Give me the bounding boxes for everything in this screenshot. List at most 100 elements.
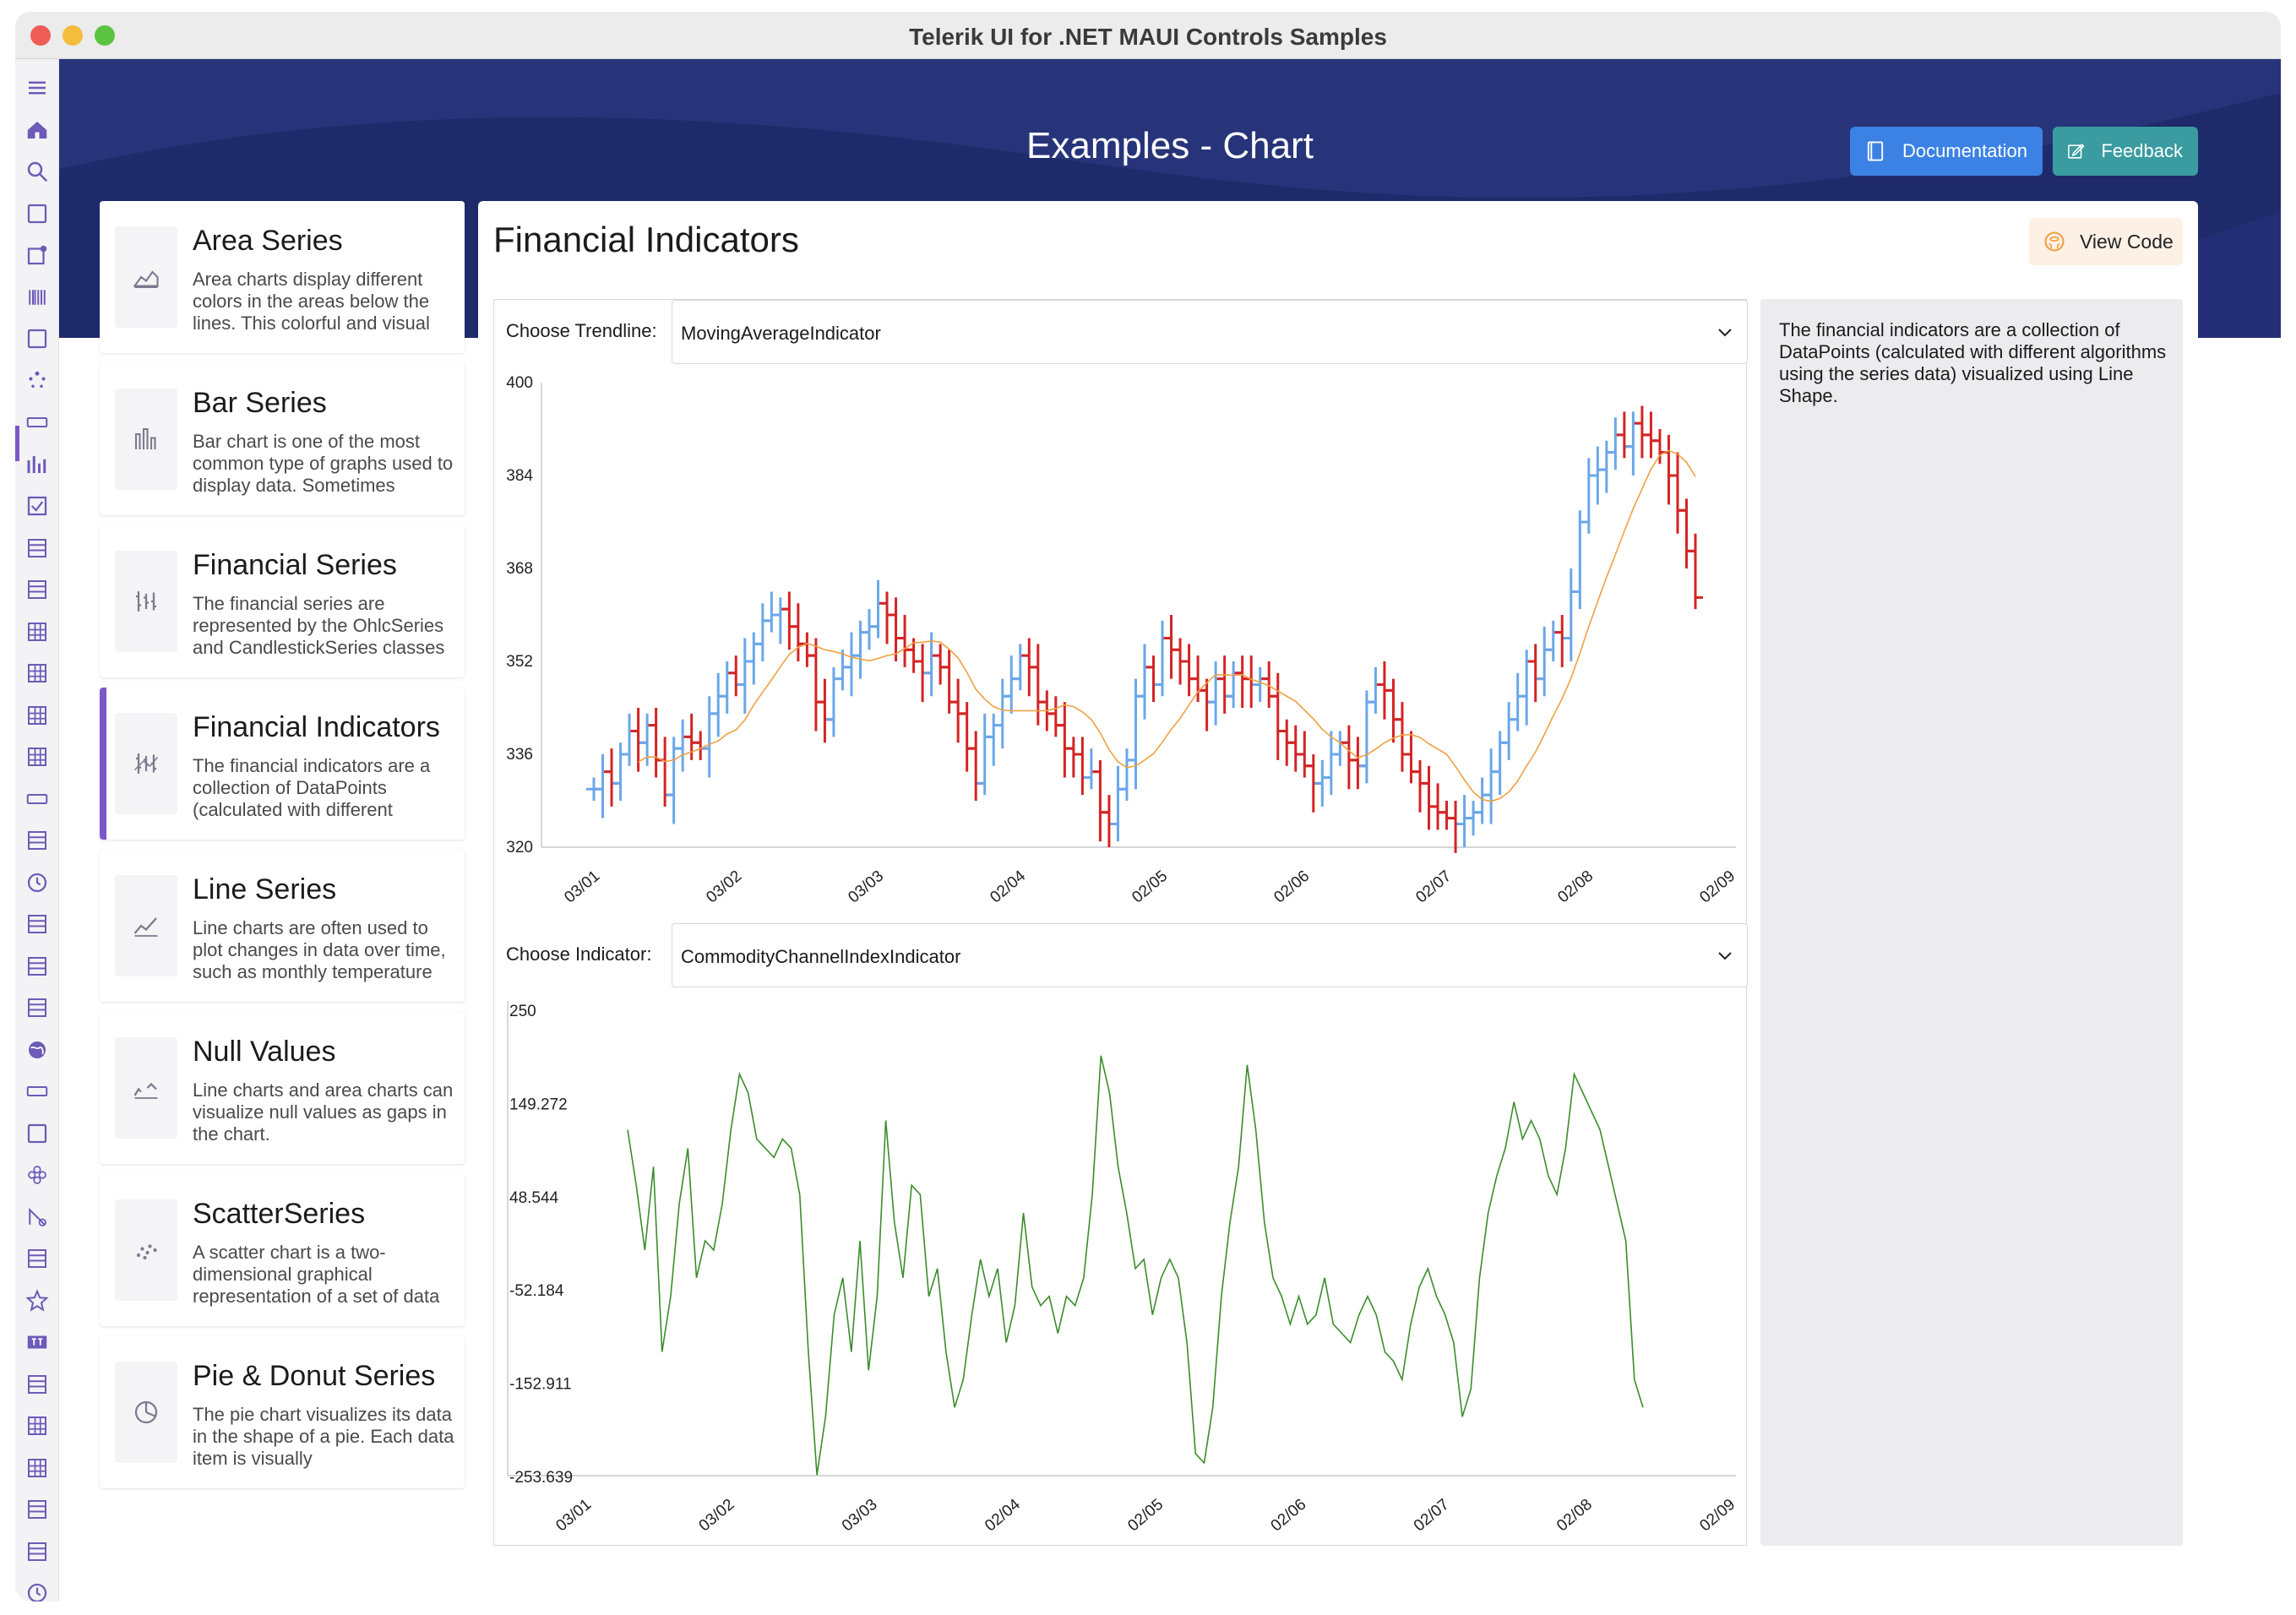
scheduler-icon[interactable] — [24, 1329, 51, 1356]
book-icon — [1867, 141, 1884, 161]
badge-view-icon[interactable] — [24, 242, 51, 269]
ohlc-bar — [1226, 661, 1242, 708]
example-thumb — [115, 875, 177, 976]
ohlc-bar — [1651, 429, 1668, 465]
numeric-input-icon[interactable] — [24, 1078, 51, 1105]
ohlc-bar — [1403, 731, 1419, 784]
combobox-icon[interactable] — [24, 576, 51, 603]
example-item-financial-indicators[interactable]: Financial Indicators The financial indica… — [100, 688, 465, 840]
datagrid-icon[interactable] — [24, 618, 51, 645]
example-item-bar-series[interactable]: Bar Series Bar chart is one of the most c… — [100, 363, 465, 515]
example-thumb — [115, 226, 177, 328]
example-item-financial-series[interactable]: Financial Series The financial series are… — [100, 525, 465, 677]
example-item-area-series[interactable]: Area Series Area charts display different… — [100, 201, 465, 353]
example-item-line-series[interactable]: Line Series Line charts are often used to… — [100, 850, 465, 1002]
ohlc-bar — [1092, 759, 1108, 842]
indicators-icon — [133, 753, 159, 774]
gauge-icon[interactable] — [24, 869, 51, 896]
ohlc-bar — [1412, 759, 1428, 813]
y-tick-label: 149.272 — [509, 1096, 568, 1113]
list-picker-icon[interactable] — [24, 911, 51, 938]
app-window: Examples - Chart Documentation Feedback … — [15, 59, 2281, 1601]
button-icon[interactable] — [24, 409, 51, 436]
dock-layout-icon[interactable] — [24, 743, 51, 770]
datetime-picker-icon[interactable] — [24, 702, 51, 729]
x-tick-label: 02/07 — [1411, 1496, 1453, 1536]
close-window-button[interactable] — [30, 25, 51, 46]
ohlc-bar — [1572, 510, 1588, 610]
map-icon[interactable] — [24, 1036, 51, 1063]
popup-icon[interactable] — [24, 1204, 51, 1231]
example-item-pie-donut-series[interactable]: Pie & Donut Series The pie chart visualiz… — [100, 1336, 465, 1488]
example-item-title: Financial Indicators — [193, 711, 440, 743]
expander-icon[interactable] — [24, 827, 51, 854]
window-titlebar: Telerik UI for .NET MAUI Controls Sample… — [15, 12, 2281, 59]
y-tick-label: 352 — [506, 653, 533, 671]
slideview-icon[interactable] — [24, 1371, 51, 1398]
ohlc-bar — [666, 737, 682, 824]
indicator-select[interactable]: CommodityChannelIndexIndicator — [672, 923, 1748, 987]
ohlc-bar — [852, 620, 868, 679]
collection-view-icon[interactable] — [24, 535, 51, 562]
feedback-button[interactable]: Feedback — [2053, 127, 2198, 176]
ohlc-bar — [1669, 452, 1685, 534]
ohlc-bar — [977, 713, 993, 796]
trendline-select[interactable]: MovingAverageIndicator — [672, 300, 1748, 364]
example-item-title: Area Series — [193, 225, 343, 257]
ohlc-bar — [1075, 737, 1091, 796]
example-thumb — [115, 1037, 177, 1139]
chevron-down-icon — [1718, 952, 1732, 960]
autocomplete-icon[interactable] — [24, 200, 51, 227]
border-icon[interactable] — [24, 325, 51, 352]
listview-icon[interactable] — [24, 953, 51, 980]
clock-icon[interactable] — [24, 1580, 51, 1601]
ohlc-bar — [1314, 759, 1330, 807]
example-panel: Financial Indicators View Code Choose Tr… — [478, 201, 2198, 1559]
ohlc-bar — [612, 742, 628, 801]
maximize-window-button[interactable] — [95, 25, 115, 46]
example-thumb — [115, 1362, 177, 1463]
y-tick-label: -253.639 — [509, 1469, 573, 1487]
checkbox-icon[interactable] — [24, 492, 51, 519]
chart-icon[interactable] — [24, 451, 51, 478]
ohlc-bar — [754, 603, 770, 661]
y-tick-label: 336 — [506, 746, 533, 764]
example-item-scatterseries[interactable]: ScatterSeries A scatter chart is a two-di… — [100, 1174, 465, 1326]
minimize-window-button[interactable] — [63, 25, 83, 46]
example-item-null-values[interactable]: Null Values Line charts and area charts c… — [100, 1012, 465, 1164]
pdf-viewer-icon[interactable] — [24, 1161, 51, 1188]
view-code-button[interactable]: View Code — [2029, 218, 2183, 265]
search-icon[interactable] — [24, 158, 51, 185]
example-item-desc: The pie chart visualizes its data in the… — [193, 1404, 454, 1469]
example-item-desc: Bar chart is one of the most common type… — [193, 431, 454, 496]
barcode-icon[interactable] — [24, 284, 51, 311]
x-tick-label: 03/03 — [839, 1496, 881, 1536]
busy-indicator-icon[interactable] — [24, 367, 51, 394]
ohlc-bar — [1012, 644, 1028, 691]
example-thumb — [115, 713, 177, 814]
hamburger-icon[interactable] — [24, 74, 51, 101]
ohlc-bar — [1137, 644, 1152, 720]
ohlc-bar — [1181, 644, 1197, 697]
masked-entry-icon[interactable] — [24, 994, 51, 1021]
ohlc-bar — [1270, 672, 1286, 760]
tabview-icon[interactable] — [24, 1455, 51, 1482]
ohlc-bar — [941, 650, 957, 714]
path-icon[interactable] — [24, 1120, 51, 1147]
ohlc-bar — [1065, 737, 1081, 778]
entry-icon[interactable] — [24, 786, 51, 813]
documentation-button[interactable]: Documentation — [1850, 127, 2043, 176]
date-picker-icon[interactable] — [24, 660, 51, 687]
trendline-label: Choose Trendline: — [506, 320, 657, 341]
template-icon[interactable] — [24, 1496, 51, 1523]
edit-icon — [2068, 144, 2085, 159]
ohlc-bar — [746, 632, 762, 685]
ohlc-bar — [728, 655, 744, 697]
home-icon[interactable] — [24, 117, 51, 144]
time-picker-icon[interactable] — [24, 1538, 51, 1565]
spreadsheet-icon[interactable] — [24, 1412, 51, 1439]
rating-icon[interactable] — [24, 1245, 51, 1272]
rich-text-icon[interactable] — [24, 1287, 51, 1314]
ohlc-bar — [799, 632, 815, 667]
feedback-label: Feedback — [2101, 140, 2183, 161]
